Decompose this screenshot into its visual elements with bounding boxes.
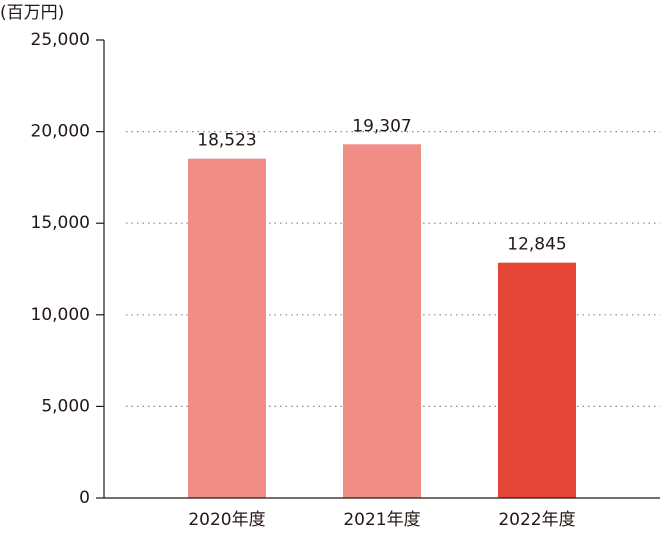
x-tick-label: 2021年度 xyxy=(343,510,420,530)
y-axis-label: (百万円) xyxy=(0,3,64,23)
y-tick-label: 5,000 xyxy=(41,396,90,416)
bar xyxy=(343,144,421,498)
bar xyxy=(188,158,266,499)
y-tick-label: 15,000 xyxy=(31,213,90,233)
x-tick-label: 2020年度 xyxy=(188,510,265,530)
y-tick-label: 20,000 xyxy=(31,122,90,142)
y-tick-label: 10,000 xyxy=(31,305,90,325)
y-tick-label: 25,000 xyxy=(31,30,90,50)
value-label: 18,523 xyxy=(197,131,256,151)
y-tick-label: 0 xyxy=(79,488,90,508)
value-label: 19,307 xyxy=(352,116,411,136)
x-tick-label: 2022年度 xyxy=(498,510,575,530)
bar xyxy=(498,262,576,498)
value-label: 12,845 xyxy=(507,235,566,255)
